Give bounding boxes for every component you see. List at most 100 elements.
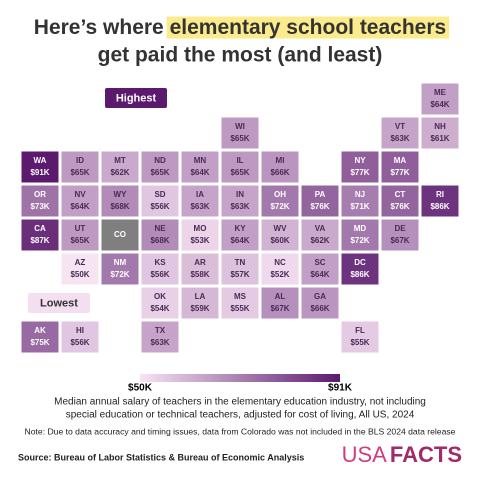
note: Note: Due to data accuracy and timing is… xyxy=(25,426,456,436)
state: WA $91K xyxy=(20,150,60,184)
state: ID $65K xyxy=(60,150,100,184)
state: HI $56K xyxy=(60,320,100,354)
state: CO xyxy=(100,218,140,252)
state-abbr: AK xyxy=(34,326,46,335)
value-label: $56K xyxy=(150,270,169,279)
value-label: $72K xyxy=(350,236,369,245)
state-abbr: ID xyxy=(76,156,84,165)
state-abbr: VT xyxy=(395,122,405,131)
value-label: $64K xyxy=(430,100,449,109)
value-label: $59K xyxy=(190,304,209,313)
state-tile xyxy=(180,252,220,286)
value-label: $65K xyxy=(230,134,249,143)
value-label: $50K xyxy=(70,270,89,279)
value-label: $64K xyxy=(70,202,89,211)
state-abbr: AL xyxy=(275,292,286,301)
state: NJ $71K xyxy=(340,184,380,218)
state-tile xyxy=(20,218,60,252)
state-tile xyxy=(340,184,380,218)
value-label: $76K xyxy=(310,202,329,211)
state-abbr: TX xyxy=(155,326,166,335)
state-tile xyxy=(300,218,340,252)
caption: special education or technical teachers,… xyxy=(66,410,415,421)
logo-a: USA xyxy=(342,442,388,467)
value-label: $87K xyxy=(30,236,49,245)
state: ND $65K xyxy=(140,150,180,184)
state-abbr: MO xyxy=(194,224,207,233)
state: OR $73K xyxy=(20,184,60,218)
value-label: $65K xyxy=(230,168,249,177)
state-abbr: RI xyxy=(436,190,444,199)
value-label: $61K xyxy=(430,134,449,143)
state-tile xyxy=(220,218,260,252)
logo-b: FACTS xyxy=(390,442,462,467)
state-abbr: IN xyxy=(236,190,244,199)
state-tile xyxy=(140,286,180,320)
title-highlight: elementary school teachers xyxy=(170,16,447,39)
state: KS $56K xyxy=(140,252,180,286)
title-highlight-bg xyxy=(166,16,450,39)
caption: Median annual salary of teachers in the … xyxy=(54,397,426,408)
state-abbr: CA xyxy=(34,224,46,233)
state: IN $63K xyxy=(220,184,260,218)
no-data-state xyxy=(100,218,140,252)
annotation-box xyxy=(28,293,90,313)
state-tile xyxy=(60,150,100,184)
state: SD $56K xyxy=(140,184,180,218)
value-label: $63K xyxy=(390,134,409,143)
state: WY $68K xyxy=(100,184,140,218)
state: PA $76K xyxy=(300,184,340,218)
state: SC $64K xyxy=(300,252,340,286)
state: MT $62K xyxy=(100,150,140,184)
state-abbr: NY xyxy=(354,156,366,165)
state: CT $76K xyxy=(380,184,420,218)
state-tile xyxy=(300,286,340,320)
state-tile xyxy=(380,150,420,184)
title-line: Here’s where elementary school teachers xyxy=(34,16,446,39)
state-abbr: ND xyxy=(154,156,166,165)
state-tile xyxy=(100,252,140,286)
value-label: $64K xyxy=(310,270,329,279)
state-abbr: IA xyxy=(196,190,204,199)
state-abbr: MN xyxy=(194,156,207,165)
value-label: $62K xyxy=(310,236,329,245)
state-abbr: UT xyxy=(75,224,86,233)
state: MN $64K xyxy=(180,150,220,184)
state: MI $66K xyxy=(260,150,300,184)
state-tile xyxy=(180,150,220,184)
value-label: $63K xyxy=(230,202,249,211)
state-abbr: NV xyxy=(74,190,86,199)
state-tile xyxy=(20,184,60,218)
state: GA $66K xyxy=(300,286,340,320)
state: NY $77K xyxy=(340,150,380,184)
value-label: $66K xyxy=(270,168,289,177)
state: IL $65K xyxy=(220,150,260,184)
state-tile xyxy=(180,184,220,218)
state-abbr: MD xyxy=(354,224,367,233)
state: OK $54K xyxy=(140,286,180,320)
state: NV $64K xyxy=(60,184,100,218)
state: CA $87K xyxy=(20,218,60,252)
state: AK $75K xyxy=(20,320,60,354)
state-abbr: KS xyxy=(154,258,166,267)
state: TN $57K xyxy=(220,252,260,286)
state-tile xyxy=(100,184,140,218)
value-label: $55K xyxy=(230,304,249,313)
state-abbr: KY xyxy=(234,224,246,233)
state-abbr: OR xyxy=(34,190,46,199)
state-tile xyxy=(260,218,300,252)
logo: USA FACTS xyxy=(342,442,462,467)
state-tile xyxy=(180,218,220,252)
state: LA $59K xyxy=(180,286,220,320)
state: NM $72K xyxy=(100,252,140,286)
value-label: $67K xyxy=(390,236,409,245)
state-abbr: FL xyxy=(355,326,365,335)
state-abbr: GA xyxy=(314,292,326,301)
state-tile xyxy=(260,286,300,320)
state-abbr: WA xyxy=(34,156,47,165)
value-label: $66K xyxy=(310,304,329,313)
annotation-box xyxy=(105,88,167,108)
value-label: $86K xyxy=(350,270,369,279)
state-tile xyxy=(380,218,420,252)
